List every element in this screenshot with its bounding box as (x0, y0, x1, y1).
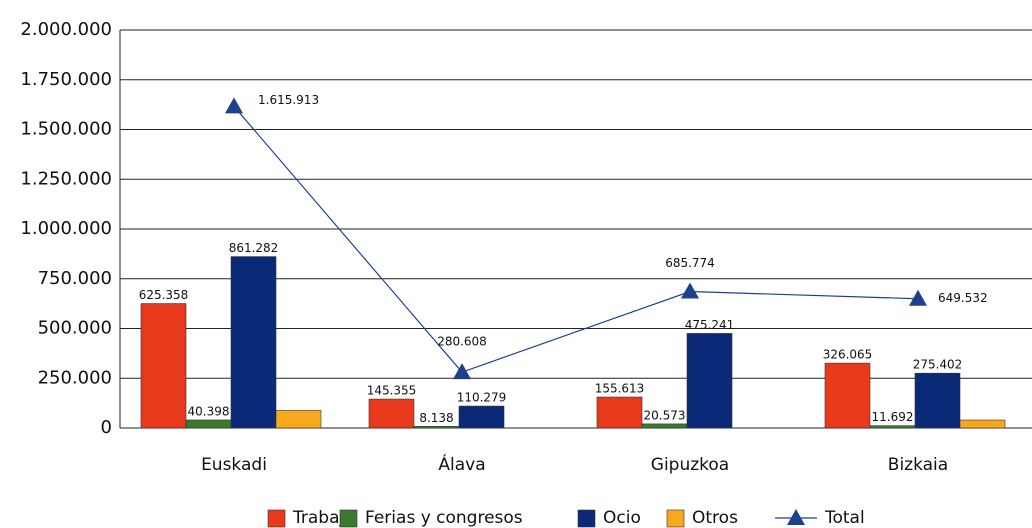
bar (641, 423, 688, 429)
data-label: 326.065 (823, 348, 873, 362)
bar (869, 425, 916, 429)
bar (914, 372, 961, 429)
data-label: 11.692 (872, 410, 914, 424)
data-label: 861.282 (229, 241, 279, 255)
data-label: 155.613 (595, 382, 645, 396)
x-tick-label: Gipuzkoa (651, 455, 729, 475)
total-marker (681, 282, 699, 299)
y-tick-label: 750.000 (38, 268, 112, 289)
bar (458, 405, 505, 429)
legend-swatch (666, 509, 685, 528)
total-marker (225, 97, 243, 114)
total-marker (453, 363, 471, 380)
legend-label: Trabajo (292, 508, 355, 528)
bar (368, 398, 415, 429)
y-tick-label: 250.000 (38, 367, 112, 388)
bar (230, 256, 277, 429)
data-label: 110.279 (457, 391, 507, 405)
data-label: 685.774 (665, 256, 715, 270)
data-label: 20.573 (644, 408, 686, 422)
y-tick-label: 500.000 (38, 318, 112, 339)
bar (596, 396, 643, 429)
bar (413, 426, 460, 429)
legend-swatch (267, 509, 286, 528)
x-tick-label: Álava (438, 453, 485, 475)
data-label: 40.398 (188, 404, 230, 418)
y-tick-label: 1.000.000 (20, 218, 112, 239)
bar (275, 410, 322, 429)
data-label: 475.241 (685, 318, 735, 332)
data-label: 625.358 (139, 288, 189, 302)
legend-label: Total (824, 508, 865, 528)
legend-label: Otros (692, 508, 738, 528)
bar (185, 419, 232, 429)
legend-label: Ocio (603, 508, 641, 528)
data-label: 649.532 (938, 291, 988, 305)
bar (959, 419, 1006, 429)
legend-marker (787, 509, 805, 525)
bar (824, 362, 871, 429)
legend-swatch (339, 509, 358, 528)
y-tick-label: 0 (101, 417, 112, 438)
y-tick-label: 1.250.000 (20, 168, 112, 189)
y-tick-label: 1.750.000 (20, 69, 112, 90)
data-label: 145.355 (367, 384, 417, 398)
bar (140, 303, 187, 429)
data-label: 275.402 (913, 358, 963, 372)
y-tick-label: 1.500.000 (20, 119, 112, 140)
bar (686, 333, 733, 429)
y-tick-label: 2.000.000 (20, 19, 112, 40)
total-marker (909, 289, 927, 306)
data-label: 280.608 (437, 335, 487, 349)
legend-swatch (577, 509, 596, 528)
legend-label: Ferias y congresos (365, 508, 523, 528)
data-label: 1.615.913 (258, 93, 319, 107)
data-label: 8.138 (419, 411, 453, 425)
total-line (233, 106, 919, 373)
x-tick-label: Bizkaia (888, 455, 948, 475)
x-tick-label: Euskadi (201, 455, 267, 475)
